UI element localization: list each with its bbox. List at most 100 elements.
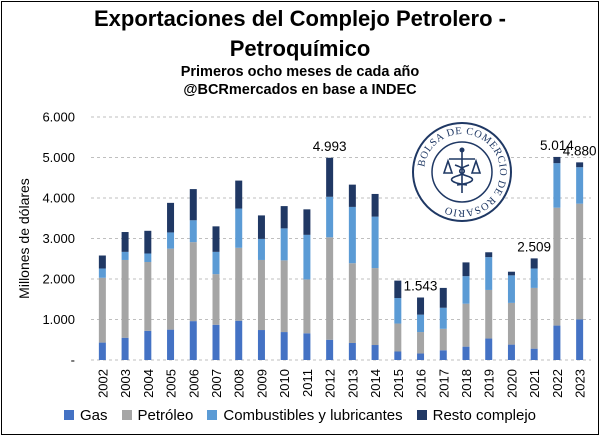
bar-segment xyxy=(280,206,288,229)
x-tick-label: 2019 xyxy=(482,369,497,398)
bar-segment xyxy=(576,167,584,204)
bar-segment xyxy=(235,320,243,360)
bar-segment xyxy=(257,259,265,331)
bar-segment xyxy=(371,345,379,360)
x-tick-label: 2015 xyxy=(391,369,406,398)
legend-swatch xyxy=(63,410,74,420)
bar-segment xyxy=(167,248,175,330)
bar-segment xyxy=(303,209,311,235)
bar-segment xyxy=(144,261,152,331)
data-label: 2.509 xyxy=(517,239,551,254)
bar-segment xyxy=(326,157,334,197)
y-tick-label: - xyxy=(71,353,75,368)
bar-segment xyxy=(530,348,538,360)
bar-segment xyxy=(394,298,402,324)
legend-swatch xyxy=(416,410,427,420)
x-tick-label: 2021 xyxy=(527,369,542,398)
bar-segment xyxy=(530,268,538,288)
bar-segment xyxy=(462,262,470,277)
bar-segment xyxy=(189,242,197,322)
legend-label: Gas xyxy=(79,406,108,424)
bar-segment xyxy=(417,314,425,333)
bar-segment xyxy=(576,203,584,320)
bar-segment xyxy=(98,277,106,343)
legend-item: Combustibles y lubricantes xyxy=(207,406,403,424)
bar-segment xyxy=(507,275,515,303)
x-tick-label: 2005 xyxy=(164,369,179,398)
chart-legend: Gas Petróleo Combustibles y lubricantes Res… xyxy=(0,404,600,426)
legend-label: Petróleo xyxy=(137,406,194,424)
bar-segment xyxy=(348,263,356,343)
bar-segment xyxy=(326,339,334,360)
bar-segment xyxy=(167,329,175,360)
legend-label: Combustibles y lubricantes xyxy=(223,406,403,424)
bar-segment xyxy=(144,253,152,262)
bar-segment xyxy=(121,232,129,252)
bar-segment xyxy=(189,220,197,243)
bar-segment xyxy=(576,319,584,360)
bar-segment xyxy=(280,260,288,333)
bar-segment xyxy=(303,333,311,360)
bar-segment xyxy=(530,287,538,349)
bar-segment xyxy=(485,289,493,339)
bar-segment xyxy=(144,230,152,254)
x-tick-label: 2007 xyxy=(209,369,224,398)
x-tick-label: 2022 xyxy=(550,369,565,398)
bar-segment xyxy=(530,258,538,269)
chart-title-line2: Petroquímico xyxy=(229,36,371,61)
bar-segment xyxy=(167,232,175,249)
bar-segment xyxy=(576,162,584,168)
bar-segment xyxy=(553,163,561,208)
bar-segment xyxy=(507,271,515,276)
bar-segment xyxy=(371,216,379,269)
bar-segment xyxy=(394,323,402,352)
bar-segment xyxy=(280,332,288,360)
bar-segment xyxy=(371,193,379,217)
bar-segment xyxy=(235,247,243,321)
bar-segment xyxy=(417,353,425,360)
x-tick-label: 2013 xyxy=(345,369,360,398)
y-tick-label: 5.000 xyxy=(42,150,75,165)
data-label: 1.543 xyxy=(404,279,438,294)
bar-segment xyxy=(189,321,197,360)
bar-segment xyxy=(439,287,447,308)
bar-segment xyxy=(462,303,470,347)
x-tick-label: 2010 xyxy=(277,369,292,398)
bar-segment xyxy=(553,207,561,326)
x-tick-label: 2014 xyxy=(368,369,383,398)
bar-segment xyxy=(348,206,356,264)
bar-segment xyxy=(553,156,561,164)
bar-segment xyxy=(98,255,106,269)
x-tick-label: 2006 xyxy=(186,369,201,398)
bar-segment xyxy=(121,259,129,338)
legend-swatch xyxy=(121,410,132,420)
chart-subtitle: Primeros ocho meses de cada año xyxy=(180,64,420,80)
y-axis-label: Millones de dólares xyxy=(16,178,32,299)
y-tick-label: 4.000 xyxy=(42,191,75,206)
bar-segment xyxy=(485,338,493,360)
bar-segment xyxy=(394,280,402,299)
bar-segment xyxy=(235,180,243,209)
bar-segment xyxy=(439,350,447,360)
chart-title: Exportaciones del Complejo Petrolero - xyxy=(94,6,506,31)
bar-segment xyxy=(394,351,402,360)
bar-segment xyxy=(212,324,220,360)
x-tick-label: 2012 xyxy=(323,369,338,398)
bar-segment xyxy=(189,189,197,221)
bar-segment xyxy=(417,332,425,354)
x-tick-label: 2016 xyxy=(414,369,429,398)
legend-item: Petróleo xyxy=(121,406,194,424)
x-tick-label: 2004 xyxy=(141,369,156,398)
x-tick-label: 2009 xyxy=(254,369,269,398)
y-tick-label: 3.000 xyxy=(42,231,75,246)
bar-segment xyxy=(439,307,447,329)
x-tick-label: 2002 xyxy=(95,369,110,398)
bar-segment xyxy=(417,297,425,315)
bar-segment xyxy=(212,226,220,252)
bar-segment xyxy=(553,325,561,360)
y-tick-label: 1.000 xyxy=(42,312,75,327)
data-label: 4.880 xyxy=(563,143,597,158)
bar-segment xyxy=(144,330,152,360)
